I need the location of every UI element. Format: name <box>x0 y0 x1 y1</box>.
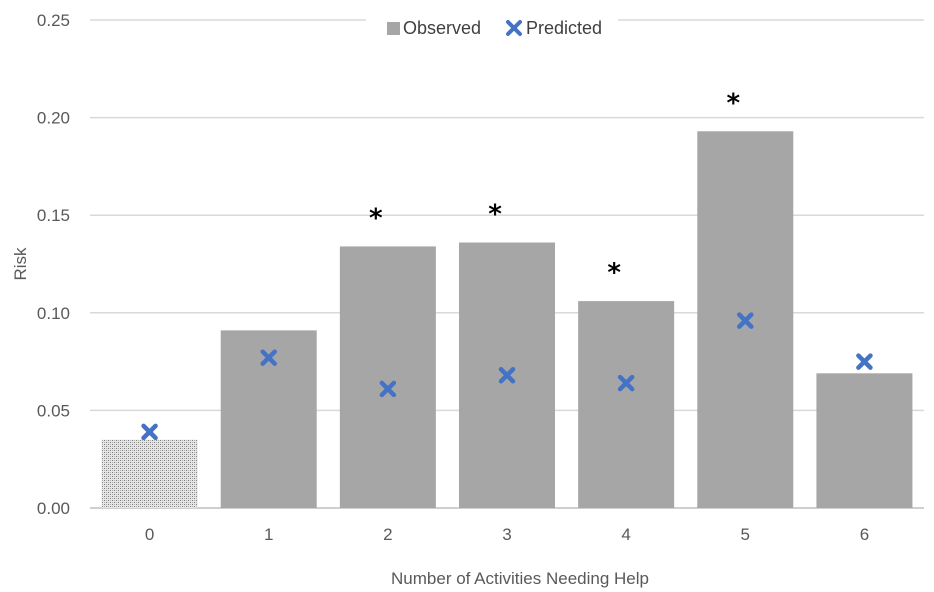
legend-background <box>366 10 618 44</box>
x-tick-label: 2 <box>383 525 392 544</box>
y-tick-label: 0.15 <box>37 206 70 225</box>
marker-predicted-3 <box>498 367 516 384</box>
bar-observed-4 <box>578 301 675 508</box>
x-tick-label: 0 <box>145 525 154 544</box>
legend: Observed Predicted <box>366 10 618 44</box>
x-tick-label: 6 <box>860 525 869 544</box>
x-axis-tick-labels: 0 1 2 3 4 5 6 <box>145 525 869 544</box>
x-axis-title: Number of Activities Needing Help <box>391 569 649 588</box>
legend-predicted-swatch <box>506 20 522 36</box>
x-tick-label: 1 <box>264 525 273 544</box>
significance-asterisk-2: * <box>369 203 383 233</box>
legend-observed-label: Observed <box>403 18 481 38</box>
significance-asterisk-3: * <box>488 200 502 230</box>
significance-asterisk-5: * <box>726 88 740 118</box>
x-tick-label: 3 <box>502 525 511 544</box>
bar-observed-0 <box>101 439 198 508</box>
x-tick-label: 5 <box>741 525 750 544</box>
marker-predicted-5 <box>737 312 754 329</box>
bar-observed-6 <box>816 373 913 508</box>
x-tick-label: 4 <box>621 525 630 544</box>
predicted-markers <box>141 312 873 441</box>
y-axis-title: Risk <box>11 247 30 281</box>
observed-bars <box>101 131 913 508</box>
legend-observed-swatch <box>387 22 400 35</box>
y-axis-tick-labels: 0.00 0.05 0.10 0.15 0.20 0.25 <box>37 11 70 518</box>
legend-predicted-label: Predicted <box>526 18 602 38</box>
y-tick-label: 0.25 <box>37 11 70 30</box>
y-tick-label: 0.05 <box>37 401 70 420</box>
significance-marks: * * * * <box>369 88 740 288</box>
y-tick-label: 0.20 <box>37 109 70 128</box>
marker-predicted-6 <box>856 353 873 370</box>
marker-predicted-2 <box>379 380 397 398</box>
marker-predicted-1 <box>260 349 277 366</box>
marker-predicted-4 <box>617 374 635 392</box>
significance-asterisk-4: * <box>607 258 621 288</box>
y-tick-label: 0.10 <box>37 304 70 323</box>
marker-predicted-0 <box>141 423 158 441</box>
y-tick-label: 0.00 <box>37 499 70 518</box>
bar-observed-2 <box>339 246 436 508</box>
